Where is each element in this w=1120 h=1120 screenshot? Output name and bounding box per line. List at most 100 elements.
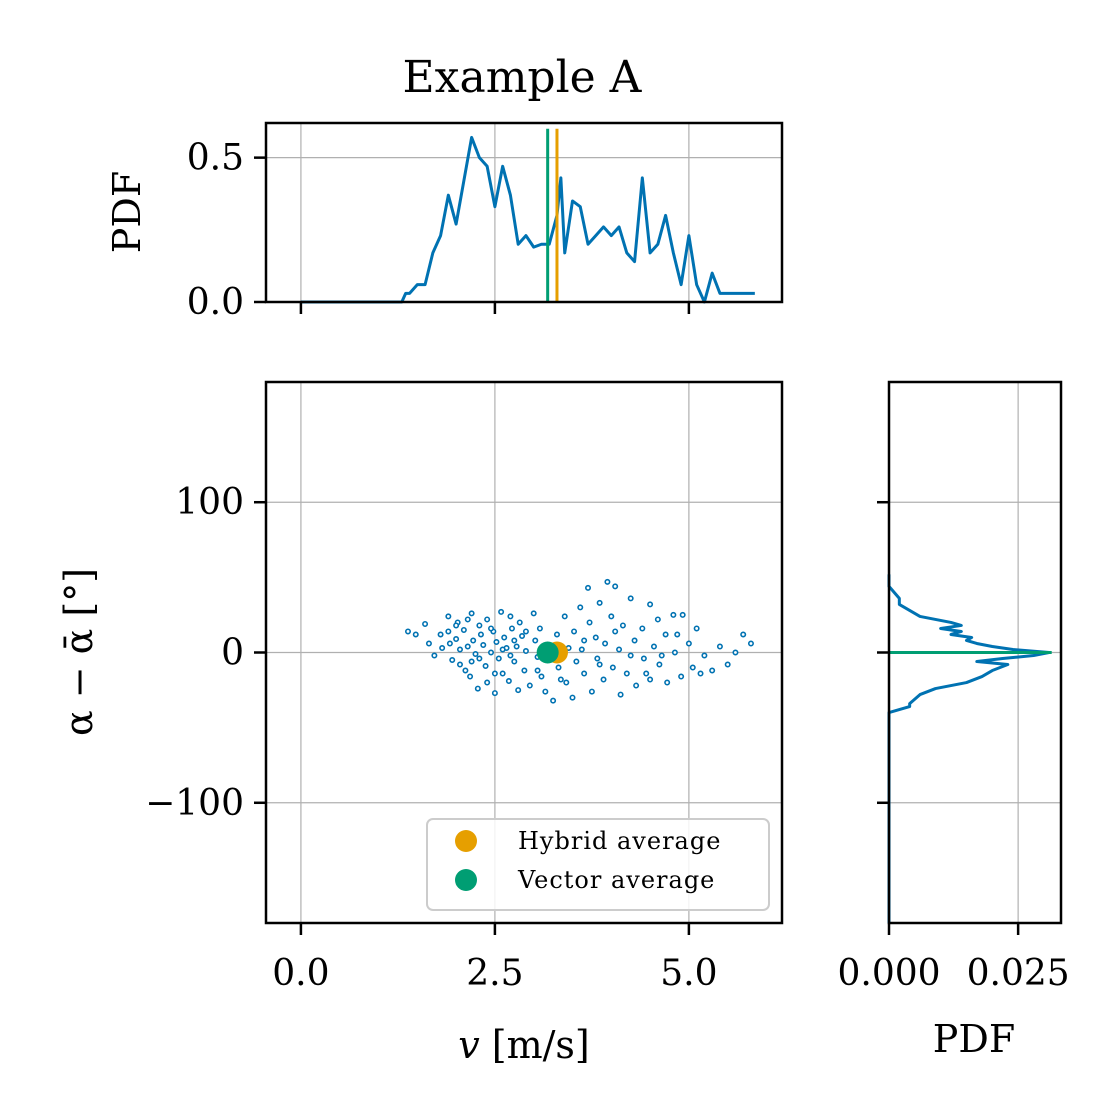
scatter-point-94	[662, 631, 669, 638]
scatter-point-120	[596, 661, 603, 668]
scatter-point-98	[678, 673, 685, 680]
scatter-point-116	[522, 628, 529, 635]
scatter-point-45	[519, 632, 526, 639]
scatter-point-53	[538, 673, 545, 680]
scatter-point-1	[412, 631, 419, 638]
right-xlabel: PDF	[933, 1017, 1015, 1061]
scatter-point-119	[581, 637, 588, 644]
scatter-point-75	[602, 640, 609, 647]
scatter-point-52	[536, 625, 543, 632]
main-xtick-label-1: 2.5	[466, 953, 523, 994]
scatter-point-57	[553, 631, 560, 638]
scatter-point-101	[689, 664, 696, 671]
top-pdf-series	[300, 128, 755, 304]
scatter-point-24	[477, 631, 484, 638]
scatter-point-88	[640, 655, 647, 662]
scatter-point-21	[472, 651, 479, 658]
scatter-point-123	[643, 670, 650, 677]
scatter-point-117	[534, 667, 541, 674]
scatter-point-58	[555, 664, 562, 671]
scatter-point-107	[732, 649, 739, 656]
scatter-point-121	[612, 628, 619, 635]
right-ticks: 0.000 0.025	[837, 500, 1070, 994]
scatter-point-79	[612, 583, 619, 590]
scatter-point-11	[453, 635, 460, 642]
scatter-point-81	[617, 691, 624, 698]
scatter-point-64	[573, 658, 580, 665]
legend-hybrid-label: Hybrid average	[518, 827, 721, 855]
scatter-point-33	[495, 655, 502, 662]
top-ytick-label-0: 0.0	[187, 282, 244, 323]
right-pdf-panel: 0.000 0.025 PDF	[837, 380, 1070, 1061]
scatter-point-44	[516, 619, 523, 626]
scatter-point-95	[664, 679, 671, 686]
scatter-point-27	[484, 616, 491, 623]
scatter-point-87	[639, 625, 646, 632]
right-xtick-label-0: 0.000	[837, 953, 940, 994]
scatter-point-13	[456, 646, 463, 653]
scatter-point-127	[468, 658, 475, 665]
scatter-point-39	[507, 613, 514, 620]
vector-average-marker	[536, 641, 559, 664]
scatter-point-9	[446, 640, 453, 647]
right-pdf-series	[887, 574, 1052, 923]
scatter-point-83	[623, 670, 630, 677]
scatter-point-110	[453, 622, 460, 629]
main-ylabel: α − ᾱ [°]	[57, 568, 101, 736]
scatter-point-49	[530, 610, 537, 617]
right-xtick-label-1: 0.025	[967, 953, 1070, 994]
scatter-point-122	[627, 652, 634, 659]
scatter-point-70	[588, 688, 595, 695]
top-axes-frame	[264, 121, 784, 304]
scatter-point-73	[596, 599, 603, 606]
scatter-point-34	[498, 608, 505, 615]
scatter-point-67	[581, 670, 588, 677]
scatter-point-14	[456, 661, 463, 668]
scatter-point-78	[609, 664, 616, 671]
scatter-point-48	[526, 682, 533, 689]
scatter-point-111	[464, 616, 471, 623]
scatter-point-91	[650, 643, 657, 650]
legend-vector-label: Vector average	[517, 866, 715, 894]
scatter-point-102	[693, 625, 700, 632]
scatter-point-28	[484, 679, 491, 686]
scatter-point-68	[585, 584, 592, 591]
scatter-point-99	[679, 611, 686, 618]
main-xlabel: v [m/s]	[458, 1023, 590, 1067]
scatter-point-40	[508, 625, 515, 632]
scatter-point-92	[654, 616, 661, 623]
top-ytick-label-1: 0.5	[187, 138, 244, 179]
scatter-point-16	[462, 667, 469, 674]
legend-hybrid-marker	[455, 830, 477, 852]
right-pdf-line-0	[887, 574, 1051, 923]
scatter-point-66	[578, 646, 585, 653]
scatter-point-108	[740, 631, 747, 638]
scatter-point-76	[604, 578, 611, 585]
main-ytick-label-2: 100	[175, 482, 244, 523]
scatter-point-35	[499, 670, 506, 677]
top-grid	[266, 123, 782, 303]
scatter-point-0	[404, 628, 411, 635]
scatter-point-97	[671, 649, 678, 656]
scatter-point-32	[493, 638, 500, 645]
scatter-point-20	[470, 637, 477, 644]
main-xtick-label-2: 5.0	[660, 953, 717, 994]
scatter-point-31	[491, 690, 498, 697]
scatter-point-72	[594, 655, 601, 662]
scatter-point-23	[476, 622, 483, 629]
scatter-point-17	[464, 643, 471, 650]
scatter-point-50	[532, 637, 539, 644]
scatter-point-41	[511, 658, 518, 665]
scatter-point-19	[468, 610, 475, 617]
scatter-point-71	[592, 634, 599, 641]
scatter-point-114	[499, 646, 506, 653]
scatter-point-106	[724, 661, 731, 668]
scatter-point-124	[658, 652, 665, 659]
top-ylabel: PDF	[105, 171, 149, 253]
scatter-point-77	[608, 613, 615, 620]
scatter-point-100	[685, 640, 692, 647]
scatter-point-8	[445, 628, 452, 635]
top-pdf-panel: 0.0 0.5 PDF	[105, 121, 784, 323]
scatter-point-5	[437, 631, 444, 638]
